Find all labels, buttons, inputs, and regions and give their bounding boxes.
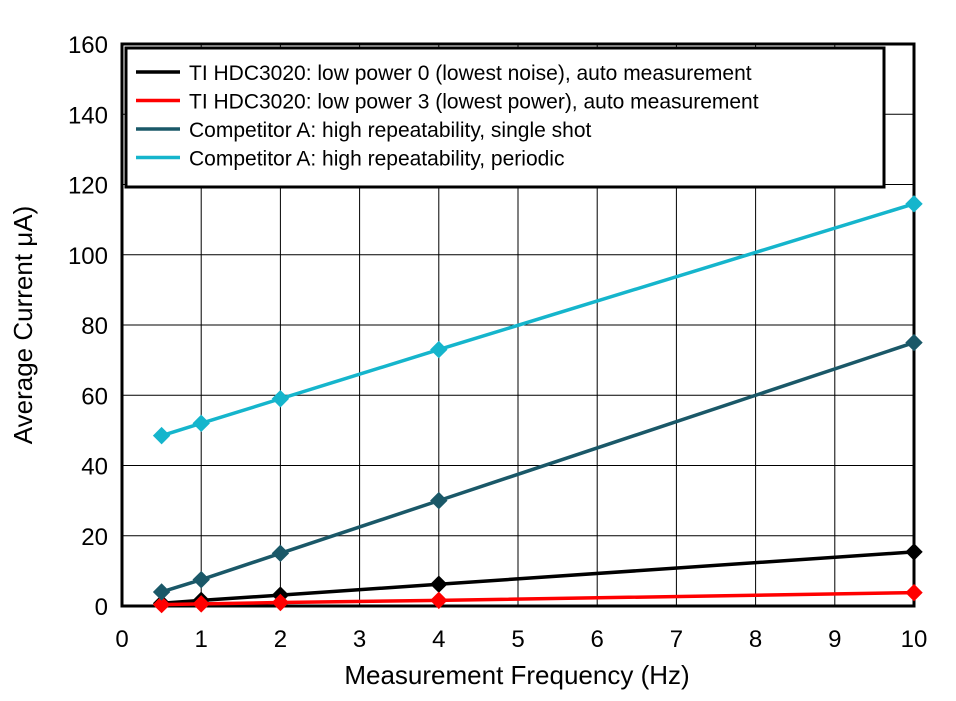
series-4	[152, 195, 923, 445]
legend-label: TI HDC3020: low power 0 (lowest noise), …	[189, 62, 752, 85]
data-point-marker	[905, 543, 923, 561]
data-point-marker	[192, 595, 210, 613]
legend: TI HDC3020: low power 0 (lowest noise), …	[124, 46, 886, 189]
data-point-marker	[271, 390, 290, 408]
series-layer	[152, 195, 923, 614]
data-point-marker	[430, 575, 448, 593]
data-point-marker	[905, 333, 923, 352]
y-tick-label: 140	[68, 102, 108, 129]
y-tick-label: 40	[81, 454, 108, 481]
data-point-marker	[430, 591, 448, 610]
legend-label: TI HDC3020: low power 3 (lowest power), …	[189, 91, 759, 114]
y-tick-label: 20	[81, 524, 108, 551]
x-tick-label: 3	[353, 626, 366, 653]
x-tick-labels: 0 1 2 3 4 5 6 7 8 9 10	[115, 626, 927, 653]
data-point-marker	[152, 583, 171, 601]
data-point-marker	[905, 583, 923, 602]
data-point-marker	[905, 195, 923, 213]
x-tick-label: 0	[115, 626, 128, 653]
data-point-marker	[430, 491, 448, 510]
series-3	[152, 333, 923, 601]
series-2	[152, 583, 923, 614]
y-tick-label: 0	[95, 594, 108, 621]
x-axis-title: Measurement Frequency (Hz)	[344, 660, 689, 690]
y-tick-label: 60	[81, 383, 108, 410]
x-tick-label: 2	[274, 626, 287, 653]
x-tick-label: 5	[511, 626, 524, 653]
plot-border	[120, 42, 916, 608]
legend-label: Competitor A: high repeatability, single…	[189, 119, 591, 142]
y-tick-label: 120	[68, 173, 108, 200]
x-tick-label: 7	[670, 626, 683, 653]
data-point-marker	[271, 593, 290, 612]
x-tick-label: 1	[195, 626, 208, 653]
data-point-marker	[152, 426, 171, 445]
x-tick-label: 4	[432, 626, 445, 653]
legend-box	[124, 46, 886, 189]
y-tick-label: 80	[81, 313, 108, 340]
y-tick-labels: 0 20 40 60 80 100 120 140 160	[68, 32, 108, 621]
y-tick-label: 160	[68, 32, 108, 59]
x-tick-label: 9	[828, 626, 841, 653]
data-point-marker	[192, 414, 210, 433]
y-tick-label: 100	[68, 243, 108, 270]
x-tick-label: 6	[591, 626, 604, 653]
data-point-marker	[152, 595, 171, 614]
y-axis-title: Average Current μA)	[8, 206, 38, 445]
data-point-marker	[430, 340, 448, 359]
x-tick-label: 10	[901, 626, 928, 653]
x-tick-label: 8	[749, 626, 762, 653]
data-point-marker	[271, 544, 290, 563]
plot-area	[120, 42, 916, 608]
data-point-marker	[192, 570, 210, 589]
legend-label: Competitor A: high repeatability, period…	[189, 148, 564, 171]
